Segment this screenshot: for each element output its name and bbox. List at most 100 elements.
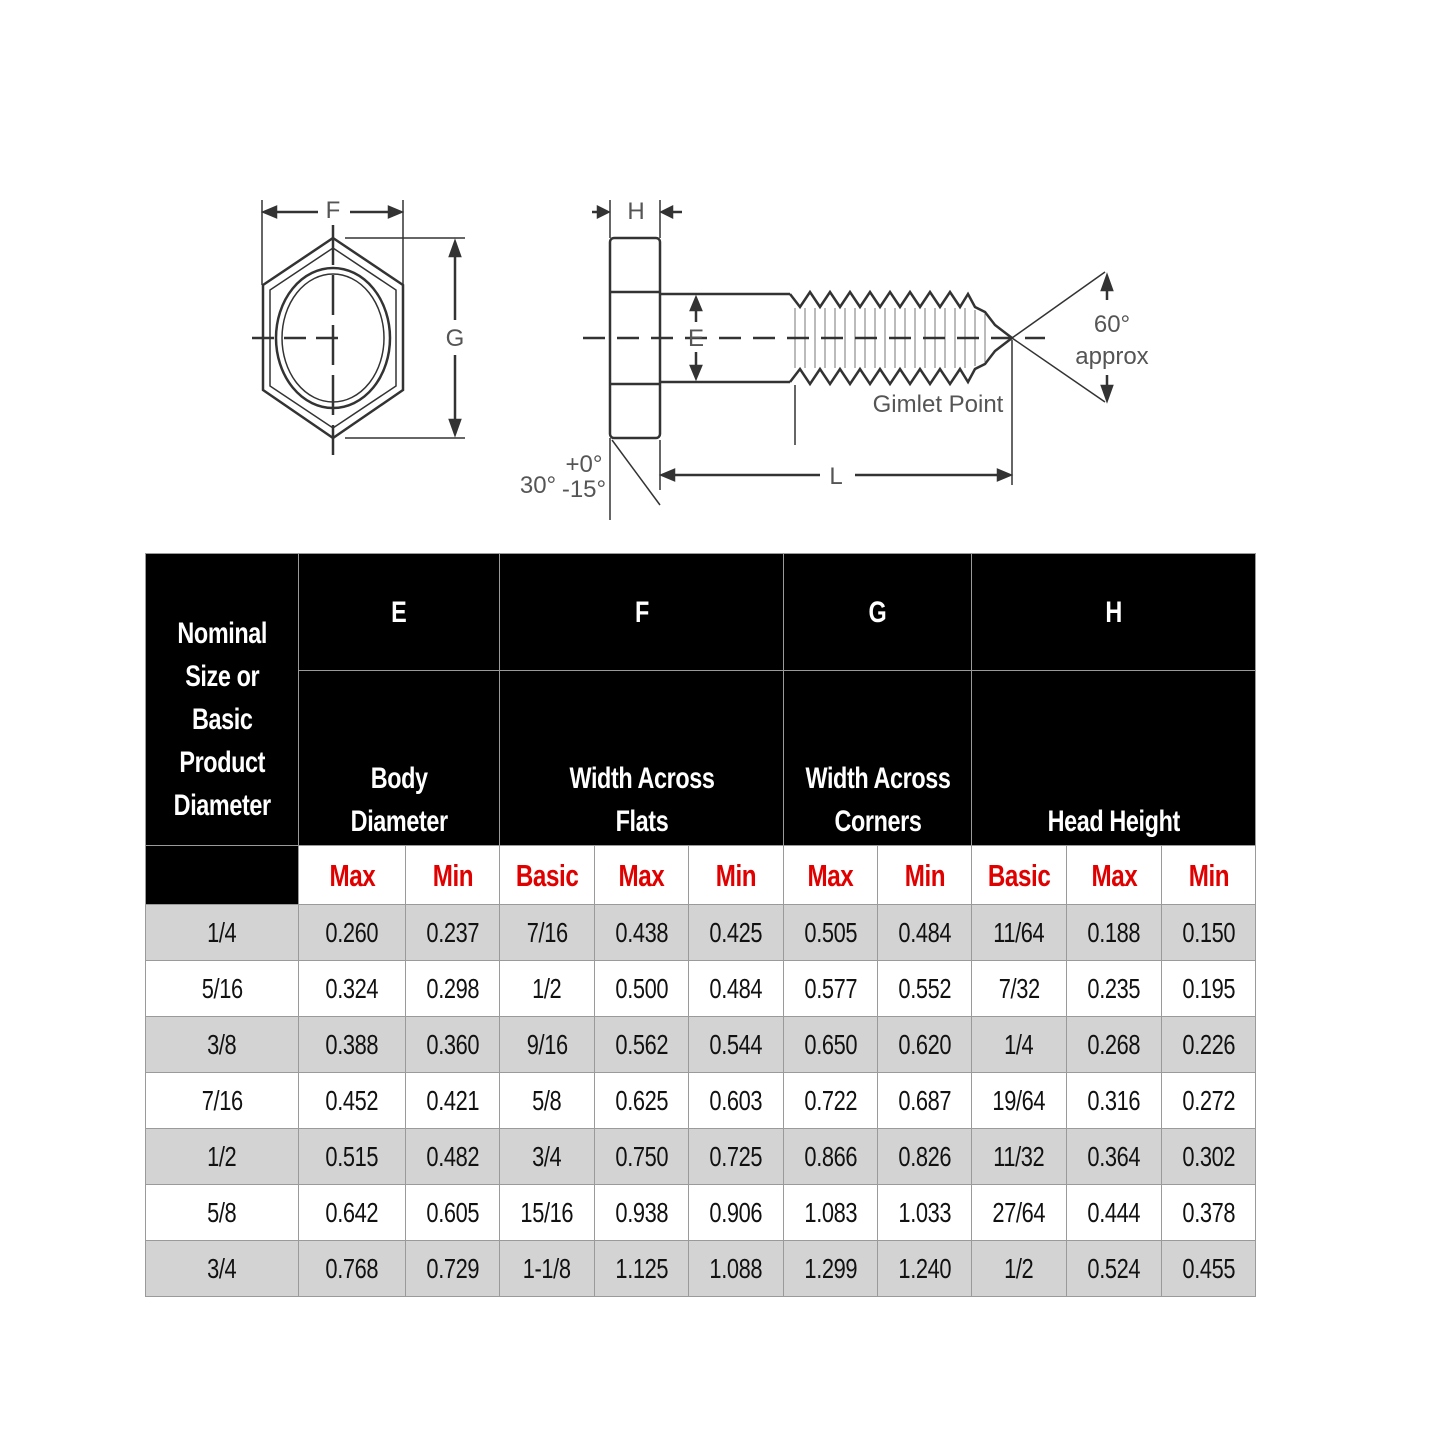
table-cell-text: 1.299 (804, 1253, 857, 1284)
table-cell: 1-1/8 (499, 1240, 596, 1297)
table-cell-text: 0.237 (426, 917, 479, 948)
subheader-h-min-text: Min (1188, 857, 1229, 893)
table-cell-text: 0.298 (426, 973, 479, 1004)
table-cell: 11/32 (971, 1128, 1068, 1185)
table-cell: 0.687 (877, 1072, 973, 1129)
nominal-size-cell-text: 1/2 (207, 1141, 237, 1172)
table-cell-text: 5/8 (532, 1085, 562, 1116)
subheader-f-min-text: Min (715, 857, 757, 893)
hex-head-end-view (252, 200, 465, 455)
table-cell: 1/4 (971, 1016, 1068, 1073)
table-cell-text: 0.188 (1087, 917, 1141, 948)
table-cell-text: 0.378 (1182, 1197, 1235, 1228)
table-cell-text: 1.125 (615, 1253, 668, 1284)
table-cell-text: 1-1/8 (523, 1253, 571, 1284)
table-cell-text: 0.226 (1182, 1029, 1235, 1060)
subheader-f-min: Min (688, 845, 785, 905)
table-row: 5/8 0.642 0.605 15/16 0.938 0.906 1.083 1.033 27… (145, 1184, 1257, 1241)
table-cell: 0.866 (783, 1128, 879, 1185)
table-cell-text: 0.438 (615, 917, 668, 948)
subheader-g-min: Min (877, 845, 973, 905)
subheader-g-max: Max (783, 845, 879, 905)
screw-side-view (583, 200, 1114, 520)
header-letter-g-text: G (868, 595, 887, 629)
table-cell: 0.388 (298, 1016, 406, 1073)
table-cell: 0.650 (783, 1016, 879, 1073)
subheader-e-min-text: Min (432, 857, 473, 893)
table-cell: 0.768 (298, 1240, 406, 1297)
subheader-g-max-text: Max (807, 857, 854, 893)
table-cell: 19/64 (971, 1072, 1068, 1129)
table-cell: 7/16 (499, 904, 596, 961)
table-cell: 1.083 (783, 1184, 879, 1241)
table-cell-text: 0.562 (615, 1029, 668, 1060)
subheader-f-basic-text: Basic (515, 857, 579, 893)
subheader-f-basic: Basic (499, 845, 596, 905)
table-cell-text: 0.268 (1087, 1029, 1141, 1060)
table-cell: 0.150 (1161, 904, 1257, 961)
table-cell-text: 1/2 (532, 973, 562, 1004)
header-row-descriptions: Body Diameter Width Across Flats Width Acr… (146, 670, 1257, 846)
nominal-size-cell-text: 7/16 (201, 1085, 243, 1116)
table-cell: 1/2 (499, 960, 596, 1017)
table-cell-text: 0.235 (1087, 973, 1141, 1004)
table-cell-text: 1.240 (898, 1253, 951, 1284)
table-cell: 0.444 (1066, 1184, 1163, 1241)
table-cell: 0.260 (298, 904, 406, 961)
header-desc-e: Body Diameter (297, 670, 501, 846)
header-letter-f: F (499, 553, 785, 671)
nominal-size-cell: 5/16 (145, 960, 299, 1017)
table-cell-text: 0.625 (615, 1085, 668, 1116)
subheader-f-max: Max (594, 845, 690, 905)
table-cell-text: 0.195 (1182, 973, 1235, 1004)
table-cell-text: 1/4 (1004, 1029, 1034, 1060)
header-letter-h: H (971, 553, 1257, 671)
subheader-h-basic: Basic (971, 845, 1068, 905)
subheader-h-min: Min (1161, 845, 1257, 905)
subheader-e-min: Min (404, 845, 501, 905)
header-letter-e-text: E (391, 595, 407, 629)
table-cell-text: 1.083 (804, 1197, 857, 1228)
header-row-letters: Nominal Size or Basic Product Diameter E F… (145, 553, 1257, 846)
table-cell-text: 0.552 (898, 973, 951, 1004)
header-nominal-size: Nominal Size or Basic Product Diameter (145, 553, 299, 846)
nominal-size-cell: 3/4 (145, 1240, 299, 1297)
table-cell-text: 0.620 (898, 1029, 951, 1060)
table-cell-text: 0.603 (709, 1085, 763, 1116)
table-cell-text: 0.388 (325, 1029, 379, 1060)
table-cell: 0.316 (1066, 1072, 1163, 1129)
table-cell: 0.324 (298, 960, 406, 1017)
table-cell: 0.729 (404, 1240, 501, 1297)
table-cell: 0.378 (1161, 1184, 1257, 1241)
table-cell: 0.722 (783, 1072, 879, 1129)
table-cell: 0.302 (1161, 1128, 1257, 1185)
table-cell: 0.505 (783, 904, 879, 961)
subheader-h-basic-text: Basic (987, 857, 1051, 893)
table-cell: 0.725 (688, 1128, 785, 1185)
table-cell: 0.438 (594, 904, 690, 961)
table-cell: 0.938 (594, 1184, 690, 1241)
header-letter-e: E (297, 553, 501, 671)
table-cell: 0.421 (404, 1072, 501, 1129)
table-cell: 7/32 (971, 960, 1068, 1017)
table-cell: 0.360 (404, 1016, 501, 1073)
table-row: 3/4 0.768 0.729 1-1/8 1.125 1.088 1.299 1.240 1/… (145, 1240, 1257, 1297)
table-cell: 0.425 (688, 904, 785, 961)
table-cell: 0.226 (1161, 1016, 1257, 1073)
table-cell-text: 0.750 (615, 1141, 668, 1172)
subheader-g-min-text: Min (904, 857, 945, 893)
table-row: 3/8 0.388 0.360 9/16 0.562 0.544 0.650 0.620 1/4… (145, 1016, 1257, 1073)
nominal-size-cell: 3/8 (145, 1016, 299, 1073)
label-g: G (446, 325, 465, 352)
table-cell: 1.033 (877, 1184, 973, 1241)
table-cell: 1/2 (971, 1240, 1068, 1297)
table-row: 7/16 0.452 0.421 5/8 0.625 0.603 0.722 0.687 19/… (145, 1072, 1257, 1129)
table-cell-text: 0.444 (1087, 1197, 1141, 1228)
label-30-degrees: 30° (520, 472, 556, 499)
table-cell-text: 27/64 (992, 1197, 1046, 1228)
table-cell-text: 0.687 (898, 1085, 951, 1116)
lag-screw-dimensions-table: Nominal Size or Basic Product Diameter E F… (145, 553, 1257, 1297)
table-cell: 15/16 (499, 1184, 596, 1241)
table-cell: 0.544 (688, 1016, 785, 1073)
